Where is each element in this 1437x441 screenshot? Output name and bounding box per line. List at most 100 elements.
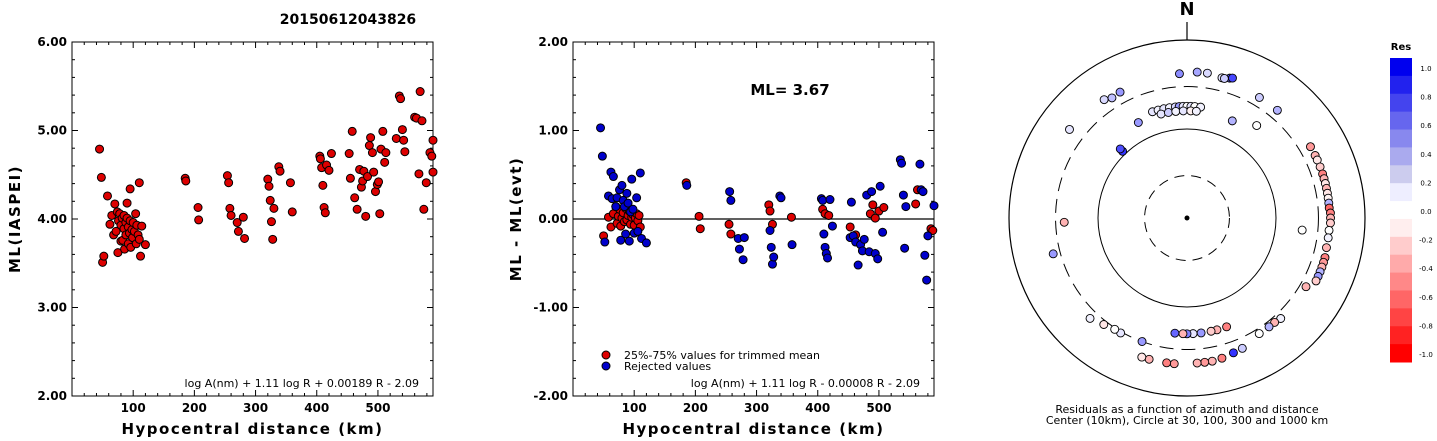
- colorbar-swatch: [1390, 129, 1412, 148]
- data-point: [776, 193, 786, 203]
- station-residual-point: [1252, 121, 1262, 130]
- ml-event-annotation: ML= 3.67: [750, 81, 829, 99]
- data-point: [786, 212, 796, 222]
- data-point: [623, 198, 633, 208]
- data-point: [769, 252, 779, 262]
- x-tick-label: 500: [365, 401, 390, 415]
- station-residual-point: [1228, 348, 1238, 358]
- data-point: [911, 199, 921, 209]
- data-point: [95, 144, 105, 154]
- polar-caption-line2: Center (10km), Circle at 30, 100, 300 an…: [1046, 414, 1328, 427]
- x-tick-label: 400: [805, 401, 830, 415]
- colorbar-swatch: [1390, 165, 1412, 184]
- colorbar-swatch: [1390, 201, 1412, 220]
- y-tick-label: -1.00: [533, 301, 568, 315]
- data-point: [427, 151, 437, 161]
- station-residual-point: [1144, 354, 1154, 364]
- data-point: [419, 204, 429, 214]
- station-residual-point: [1227, 116, 1237, 126]
- data-point: [136, 251, 146, 261]
- data-point: [915, 159, 925, 169]
- data-point: [765, 206, 775, 216]
- data-point: [380, 157, 390, 167]
- data-point: [110, 199, 120, 209]
- station-residual-point: [1156, 109, 1166, 119]
- data-point: [628, 204, 638, 214]
- station-residual-point: [1237, 343, 1247, 353]
- data-point: [374, 177, 384, 187]
- station-residual-point: [1174, 69, 1184, 79]
- data-point: [600, 237, 610, 247]
- data-point: [396, 94, 406, 104]
- station-residual-point: [1059, 217, 1069, 227]
- station-residual-point: [1326, 218, 1335, 228]
- data-point: [315, 154, 325, 164]
- colorbar-swatch: [1390, 111, 1412, 131]
- y-tick-label: 3.00: [37, 301, 67, 315]
- data-point: [96, 172, 106, 182]
- data-point: [617, 180, 627, 190]
- data-point: [181, 176, 191, 186]
- data-point: [140, 240, 150, 250]
- colorbar-swatch: [1390, 236, 1412, 256]
- data-point: [608, 172, 618, 182]
- data-point: [131, 209, 141, 219]
- data-point: [819, 229, 829, 239]
- station-residual-point: [1137, 352, 1147, 362]
- data-point: [421, 178, 431, 188]
- station-residual-point: [1065, 125, 1074, 134]
- station-residual-point: [1297, 225, 1307, 235]
- data-point: [621, 229, 631, 239]
- station-residual-point: [1311, 276, 1321, 286]
- data-point: [694, 211, 704, 221]
- data-point: [415, 87, 425, 97]
- data-point: [320, 208, 330, 218]
- data-point: [596, 123, 606, 133]
- station-residual-point: [1306, 142, 1315, 152]
- station-residual-point: [1178, 106, 1188, 116]
- data-point: [417, 116, 427, 126]
- ml-vs-distance-plot: 100 200 300 400 500 2.00 3.00 4.00 5.00 6.00 Hypoc…: [6, 35, 438, 438]
- range-circle-100km: [1097, 128, 1277, 308]
- data-point: [347, 126, 357, 136]
- colorbar-tick-label: 0.6: [1420, 122, 1432, 130]
- x-tick-label: 100: [622, 401, 647, 415]
- data-point: [787, 240, 797, 250]
- data-point: [226, 210, 236, 220]
- data-point: [845, 222, 855, 232]
- data-point: [824, 210, 834, 220]
- data-point: [875, 181, 885, 191]
- data-point: [105, 219, 115, 229]
- colorbar-swatch: [1390, 75, 1412, 95]
- station-residual-point: [1202, 68, 1212, 78]
- data-point: [870, 213, 880, 223]
- data-point: [224, 178, 234, 188]
- data-point: [724, 219, 734, 229]
- data-point: [391, 133, 401, 143]
- data-point: [350, 193, 360, 203]
- data-point: [868, 200, 878, 210]
- data-point: [397, 125, 407, 135]
- station-residual-point: [1099, 320, 1109, 329]
- data-point: [378, 126, 388, 136]
- station-residual-point: [1264, 322, 1274, 332]
- colorbar-tick-label: 1.0: [1420, 65, 1431, 73]
- data-point: [381, 148, 391, 158]
- station-residual-point: [1170, 328, 1180, 338]
- data-point: [823, 253, 833, 263]
- data-point: [99, 251, 109, 261]
- station-residual-point: [1171, 106, 1181, 116]
- north-label: N: [1179, 0, 1194, 20]
- station-residual-point: [1217, 353, 1227, 363]
- data-point: [873, 254, 883, 264]
- data-point: [134, 178, 144, 188]
- data-point: [597, 151, 607, 161]
- data-point: [929, 201, 939, 211]
- station-residual-point: [1254, 329, 1264, 339]
- station-residual-point: [1169, 359, 1179, 369]
- x-tick-label: 400: [304, 401, 329, 415]
- data-point: [734, 244, 744, 254]
- data-point: [318, 180, 328, 190]
- polar-caption-line1: Residuals as a function of azimuth and d…: [1055, 403, 1318, 416]
- x-tick-label: 200: [683, 401, 708, 415]
